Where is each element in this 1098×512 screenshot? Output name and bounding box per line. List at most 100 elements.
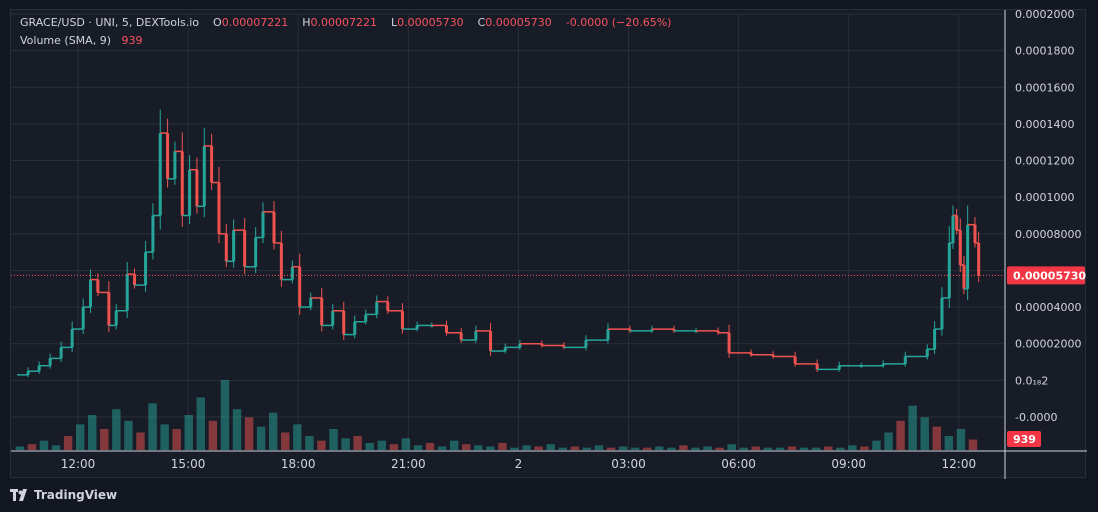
candle-body [793,356,797,364]
volume-bar [63,436,73,450]
candle-body [672,329,676,331]
price-tick-label: 0.00008000 [1015,228,1081,241]
candle-body [364,314,368,322]
candle-body [966,224,970,289]
chart-frame[interactable]: 0.0002000 0.0001800 0.0001600 0.0001400 0.00… [10,9,1087,479]
volume-bar [558,447,567,450]
candle-body [96,279,100,293]
candle-body [173,151,177,179]
candle-body [342,310,346,335]
volume-bar [896,420,905,450]
candle-body [518,343,522,348]
chart-svg[interactable]: 0.0002000 0.0001800 0.0001600 0.0001400 0.00… [11,10,1087,479]
candle-body [489,330,493,352]
volume-bar [932,426,942,450]
volume-bar [377,440,387,450]
candle-body [261,211,265,238]
candle-body [70,329,74,348]
candle-body [881,363,885,366]
volume-bar [148,403,157,450]
price-tick-label: 0.00004000 [1015,301,1081,314]
volume-bar [848,445,857,450]
volume-label: Volume (SMA, 9) [20,34,111,47]
candle-body [400,310,404,330]
tradingview-logo-icon [10,489,27,501]
time-tick-label: 12:00 [942,457,977,471]
volume-bar [256,426,266,450]
candle-body [59,347,63,359]
volume-bar [172,429,181,450]
close-value: 0.00005730 [485,16,552,29]
volume-bar [353,436,362,450]
volume-badge [1007,431,1041,447]
low-value: 0.00005730 [397,16,464,29]
candle-body [727,332,731,353]
candle-body [503,347,507,352]
volume-bar [281,432,290,450]
volume-bar [618,446,628,450]
volume-bar [124,420,133,450]
volume-bar [920,417,929,450]
volume-bar [462,444,471,450]
volume-bar [823,446,833,450]
candle-body [650,329,654,331]
symbol-label: GRACE/USD · UNI, 5, DEXTools.io [20,16,200,29]
price-tick-label: 0.0002000 [1015,10,1075,21]
candle-body [309,297,313,308]
candle-body [958,230,962,265]
candle-body [947,242,951,298]
price-tick-label: 0.0₁₈2 [1015,374,1048,387]
volume-bar [112,409,121,450]
volume-bar [244,417,254,450]
high-value: 0.00007221 [310,16,377,29]
volume-bar [956,429,966,450]
candle-body [114,310,118,326]
candle-body [89,279,93,308]
volume-bar [691,447,700,450]
candle-body [48,358,52,366]
last-price-label: 0.00005730 [1013,269,1086,282]
candle-body [166,133,170,179]
candle-body [144,252,148,286]
volume-bar [498,443,507,450]
volume-badge-label: 939 [1013,433,1036,446]
volume-bar [317,440,326,450]
candle-body [771,354,775,357]
candle-body [107,292,111,326]
volume-bar [15,446,25,450]
volume-bar [763,447,773,450]
candle-body [353,321,357,335]
ohlc-legend: GRACE/USD · UNI, 5, DEXTools.io O0.00007… [20,16,671,29]
candle-body [933,329,937,350]
candle-body [37,365,41,372]
candle-body [254,237,258,267]
candle-body [279,242,283,280]
volume-bar [413,445,423,450]
volume-bar [425,443,435,450]
volume-bar [968,439,978,450]
volume-bar [184,415,193,450]
volume-bar [594,445,604,450]
volume-bar [329,429,338,450]
last-price-badge [1007,266,1085,285]
volume-bar [534,446,543,450]
candle-body [188,169,192,216]
volume-bar [160,424,169,450]
high-label: H [302,16,311,29]
price-tick-label: 0.0001600 [1015,81,1075,94]
candle-body [415,325,419,330]
volume-bar [196,397,206,450]
footer[interactable]: TradingView [10,486,117,504]
time-tick-label: 21:00 [391,457,426,471]
candle-body [562,345,566,348]
candle-body [151,215,155,253]
candle-body [158,133,162,216]
candle-body [445,325,448,333]
volume-bar [51,445,61,450]
volume-bar [642,447,652,450]
volume-bar [389,444,399,450]
volume-bar [751,446,761,450]
volume-bar [860,446,869,450]
volume-bar [365,443,374,450]
candle-body [955,215,959,231]
